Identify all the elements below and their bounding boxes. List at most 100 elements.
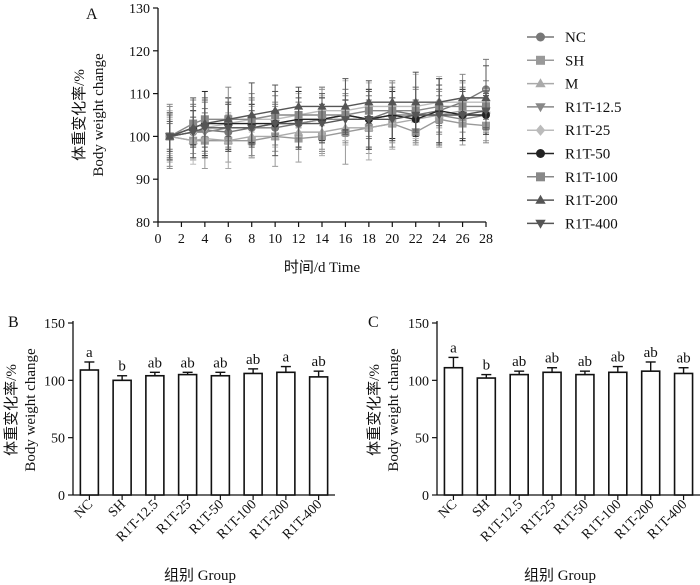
panel-c: C050100150aNCbSHabR1T-12.5abR1T-25abR1T-… — [366, 314, 700, 584]
bar — [673, 372, 694, 496]
x-tick-label: R1T-25 — [154, 497, 195, 538]
panel-a-x-tick-label: 8 — [248, 232, 255, 247]
panel-a-x-tick-label: 16 — [338, 232, 352, 247]
legend-label: M — [565, 77, 578, 93]
legend-marker — [536, 149, 545, 158]
bar — [509, 373, 529, 496]
x-tick-label: R1T-25 — [518, 497, 559, 538]
bar — [608, 371, 628, 496]
panel-a-x-tick-label: 24 — [432, 232, 446, 247]
bar — [243, 372, 263, 496]
data-point — [223, 124, 233, 133]
bar — [210, 374, 231, 496]
data-point — [387, 116, 397, 125]
data-point — [340, 101, 351, 110]
x-tick-label: SH — [106, 497, 129, 520]
significance-label: a — [86, 345, 93, 361]
bar — [542, 371, 562, 496]
y-label-cn: 体重变化率/% — [3, 364, 20, 456]
significance-label: ab — [148, 355, 162, 371]
y-tick-label: 50 — [51, 432, 65, 447]
significance-label: b — [483, 358, 491, 374]
data-point — [247, 124, 257, 133]
bar — [177, 373, 198, 496]
panel-a-y-tick-label: 90 — [136, 173, 150, 188]
panel-a-x-tick-label: 14 — [315, 232, 329, 247]
panel-a-label: A — [86, 6, 98, 23]
data-point — [317, 120, 327, 129]
bar — [276, 371, 296, 496]
legend-marker — [535, 103, 546, 113]
significance-label: ab — [312, 354, 326, 370]
legend-marker — [535, 78, 546, 88]
x-label: 组别 Group — [524, 567, 596, 584]
legend-label: R1T-50 — [565, 147, 610, 163]
significance-label: ab — [676, 351, 690, 367]
panel-a-x-tick-label: 18 — [362, 232, 376, 247]
legend-label: R1T-400 — [565, 216, 618, 232]
y-tick-label: 50 — [415, 432, 429, 447]
x-label: 组别 Group — [164, 567, 236, 584]
panel-a-legend: NC SH M R1T-12.5 R1T-25 R1T-50 R1T-100 R1T-200 R… — [527, 30, 622, 232]
legend-label: R1T-100 — [565, 170, 618, 186]
y-tick-label: 150 — [408, 317, 429, 332]
bar — [112, 379, 132, 496]
legend-label: SH — [565, 53, 584, 69]
legend-label: R1T-12.5 — [565, 100, 622, 116]
panel-a-y-tick-label: 80 — [136, 216, 150, 231]
panel-a-x-tick-label: 10 — [268, 232, 282, 247]
data-point — [411, 111, 421, 120]
legend-label: NC — [565, 30, 586, 46]
panel-c-label: C — [368, 314, 379, 331]
data-point — [457, 111, 468, 120]
y-tick-label: 0 — [58, 489, 65, 504]
panel-a-x-tick-label: 6 — [225, 232, 232, 247]
bar — [575, 373, 595, 496]
significance-label: ab — [181, 355, 195, 371]
bar — [145, 374, 165, 496]
significance-label: ab — [611, 350, 625, 366]
x-tick-label: NC — [436, 497, 460, 521]
x-tick-label: SH — [470, 497, 493, 520]
panel-a-x-tick-label: 12 — [292, 232, 306, 247]
data-point — [188, 128, 198, 137]
panel-a-x-tick-label: 0 — [155, 232, 162, 247]
legend-marker — [535, 124, 546, 136]
significance-label: b — [118, 359, 126, 375]
data-point — [293, 120, 304, 129]
panel-b-label: B — [8, 314, 19, 331]
data-point — [270, 120, 280, 129]
legend-label: R1T-200 — [565, 193, 618, 209]
panel-a-x-tick-label: 4 — [201, 232, 208, 247]
y-tick-label: 100 — [408, 374, 429, 389]
legend-marker — [536, 32, 545, 42]
data-point — [481, 107, 491, 116]
legend-label: R1T-25 — [565, 123, 610, 139]
panel-a-x-tick-label: 22 — [409, 232, 423, 247]
panel-a-y-tick-label: 110 — [130, 88, 150, 103]
panel-a-y-tick-label: 120 — [129, 45, 150, 60]
panel-a-x-tick-label: 2 — [178, 232, 185, 247]
significance-label: ab — [213, 355, 227, 371]
x-tick-label: NC — [72, 497, 96, 521]
series-R1T-400 — [165, 84, 491, 159]
data-point — [340, 116, 351, 125]
bar — [443, 366, 464, 496]
y-label-en: Body weight change — [23, 348, 39, 472]
panel-a-x-label: 时间/d Time — [284, 259, 361, 276]
data-point — [200, 124, 210, 133]
data-point — [434, 111, 444, 120]
significance-label: ab — [578, 354, 592, 370]
significance-label: ab — [246, 352, 260, 368]
y-tick-label: 0 — [422, 489, 429, 504]
y-label-cn: 体重变化率/% — [366, 364, 383, 456]
significance-label: a — [283, 350, 290, 366]
legend-marker — [536, 172, 545, 182]
panel-a-x-tick-label: 28 — [479, 232, 493, 247]
panel-a-y-tick-label: 130 — [129, 2, 150, 17]
panel-a-x-tick-label: 26 — [456, 232, 470, 247]
bar — [640, 370, 661, 496]
significance-label: ab — [512, 354, 526, 370]
